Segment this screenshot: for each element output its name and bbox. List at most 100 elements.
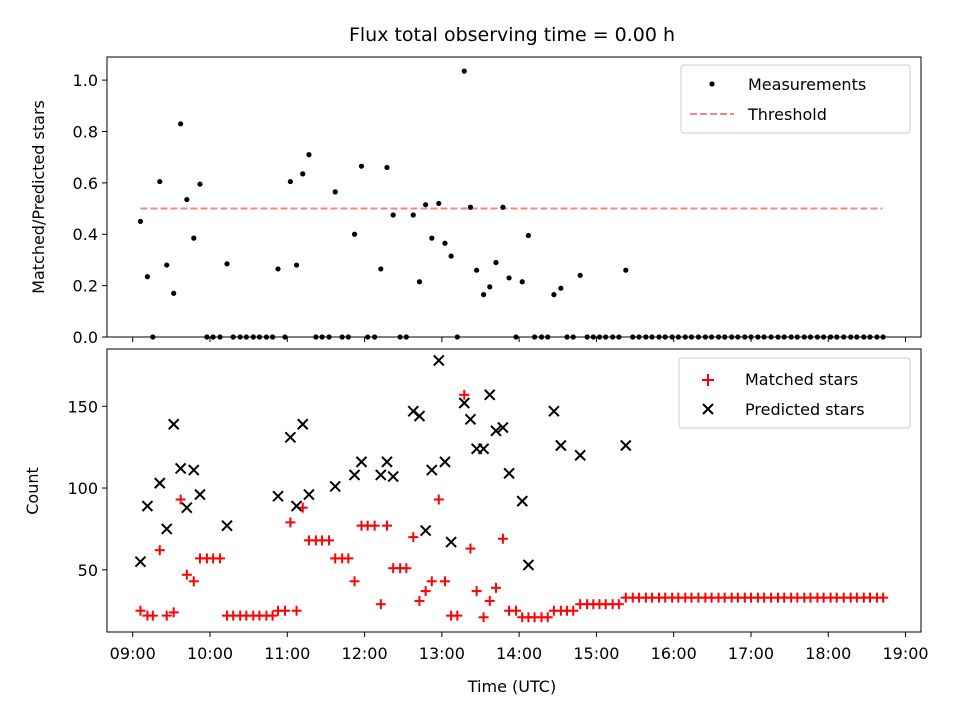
predicted-star-point [458,397,470,409]
measurement-point [442,240,448,246]
measurement-point [390,212,396,218]
measurement-point [623,267,629,273]
predicted-star-point [387,470,399,483]
matched-star-point [147,610,158,621]
legend-measurements-marker [709,81,715,87]
measurement-point [461,68,467,74]
top-y-tick-label: 0.0 [73,328,98,347]
x-axis-label: Time (UTC) [467,677,556,696]
matched-star-point [215,553,226,564]
predicted-star-point [419,524,432,537]
bottom-x-ticks: 09:00 10:00 11:00 12:00 13:00 14:00 15:00 16:00… [110,632,929,663]
predicted-star-point [221,519,233,532]
matched-star-point [511,605,522,616]
predicted-star-point [426,464,438,476]
predicted-star-point [464,413,477,426]
measurement-point [275,266,281,272]
top-y-tick-label: 0.6 [73,174,98,193]
measurement-point [506,275,512,281]
matched-star-point [285,517,296,528]
matched-star-point [613,599,624,610]
matched-star-point [349,576,360,587]
matched-star-point [484,595,495,606]
measurement-point [300,171,306,177]
measurement-point [410,212,416,218]
matched-star-point [459,389,470,400]
measurement-point [224,261,230,267]
predicted-star-point [348,469,361,481]
predicted-star-point [272,490,284,502]
predicted-star-point [284,431,297,444]
measurement-point [519,279,525,285]
bottom-y-ticks: 50 100 150 [67,397,107,580]
predicted-star-point [355,456,368,468]
matched-star-point [878,592,889,603]
legend-predicted-marker [702,403,714,415]
top-y-tick-label: 0.4 [73,225,98,244]
matched-star-point [452,610,463,621]
matched-star-point [490,582,501,593]
matched-star-point [375,599,386,610]
predicted-star-point [620,439,632,452]
measurement-point [197,181,203,187]
matched-star-point [175,494,186,505]
matched-star-point [188,576,199,587]
legend-matched-marker [702,374,714,386]
matched-star-point [426,576,437,587]
predicted-star-point [516,495,528,507]
measurement-point [171,290,177,296]
predicted-star-point [445,536,457,548]
measurement-point [293,262,300,268]
matched-star-point [324,535,335,546]
predicted-star-point [297,418,309,430]
measurement-point [164,262,170,268]
predicted-star-point [484,389,496,401]
measurement-point [474,267,480,273]
measurement-point [436,200,442,207]
measurement-point [467,204,474,210]
measurement-point [358,163,365,169]
top-y-axis-label: Matched/Predicted stars [29,100,48,294]
measurement-point [480,292,487,298]
matched-star-point [291,605,302,616]
predicted-star-point [290,500,303,512]
bottom-plot-area [134,354,889,623]
measurement-point [577,272,583,278]
bottom-y-tick-label: 100 [67,479,98,498]
x-tick-label: 10:00 [187,644,233,663]
predicted-star-point [194,488,206,501]
matched-star-point [381,520,392,531]
predicted-star-point [439,456,451,468]
predicted-star-point [413,410,426,422]
legend-predicted-label: Predicted stars [745,400,865,419]
legend-matched-label: Matched stars [745,370,858,389]
matched-star-point [267,610,278,621]
matched-star-point [161,610,172,621]
predicted-star-point [181,501,193,514]
top-y-tick-label: 0.2 [73,277,98,296]
matched-star-point [497,533,508,544]
top-panel: 0.0 0.2 0.4 0.6 0.8 1.0 Matched/Predicted sta… [29,56,922,347]
x-tick-label: 16:00 [651,644,697,663]
predicted-star-point [303,488,315,501]
chart-title: Flux total observing time = 0.00 h [349,24,675,46]
matched-star-point [135,605,146,616]
predicted-star-point [141,500,154,512]
legend-threshold-label: Threshold [747,105,827,124]
measurement-point [429,235,435,241]
matched-star-point [414,595,425,606]
measurement-point [191,235,197,241]
matched-star-point [471,586,482,597]
measurement-point [487,284,493,290]
predicted-star-point [329,480,341,493]
measurement-point [184,196,190,203]
top-y-tick-label: 0.8 [73,122,98,141]
matched-star-point [369,520,380,531]
matched-star-point [168,607,179,618]
predicted-star-point [134,555,147,568]
measurement-point [378,266,384,272]
measurement-point [558,285,564,291]
measurement-point [525,232,532,239]
matched-star-point [154,545,165,556]
